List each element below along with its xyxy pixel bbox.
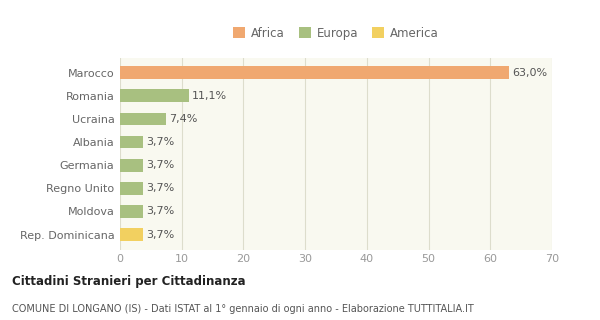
Bar: [120, 66, 509, 79]
Bar: [120, 136, 143, 148]
Text: 3,7%: 3,7%: [146, 206, 175, 216]
Text: 11,1%: 11,1%: [192, 91, 227, 101]
Bar: [120, 90, 188, 102]
Text: 3,7%: 3,7%: [146, 229, 175, 239]
Text: 3,7%: 3,7%: [146, 137, 175, 147]
Text: Cittadini Stranieri per Cittadinanza: Cittadini Stranieri per Cittadinanza: [12, 275, 245, 288]
Text: 7,4%: 7,4%: [169, 114, 198, 124]
Bar: [120, 205, 143, 218]
Text: 3,7%: 3,7%: [146, 183, 175, 193]
Legend: Africa, Europa, America: Africa, Europa, America: [231, 24, 441, 42]
Bar: [120, 113, 166, 125]
Text: COMUNE DI LONGANO (IS) - Dati ISTAT al 1° gennaio di ogni anno - Elaborazione TU: COMUNE DI LONGANO (IS) - Dati ISTAT al 1…: [12, 304, 474, 314]
Bar: [120, 159, 143, 172]
Bar: [120, 228, 143, 241]
Bar: [120, 182, 143, 195]
Text: 63,0%: 63,0%: [512, 68, 548, 78]
Text: 3,7%: 3,7%: [146, 160, 175, 170]
